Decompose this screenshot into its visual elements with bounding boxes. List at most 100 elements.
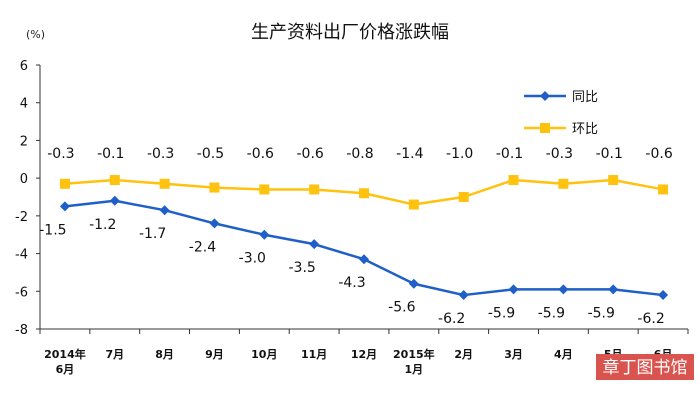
- x-tick-label: 2015年 1月: [393, 347, 435, 376]
- data-point: [109, 175, 120, 186]
- axes: 6 4 2 0 -2 -4 -6 -8 2014年 6月 7月 8月 9月 10月 11月 12月 2015年 1…: [15, 59, 689, 376]
- data-point: [508, 175, 519, 186]
- data-point: [658, 184, 669, 195]
- data-point: [309, 239, 320, 250]
- legend-label: 同比: [572, 90, 598, 105]
- data-label: -0.6: [296, 146, 323, 162]
- y-tick-label: 0: [20, 172, 28, 187]
- data-point: [209, 182, 220, 193]
- data-label: -1.4: [396, 146, 423, 162]
- chart-title: 生产资料出厂价格涨跌幅: [251, 22, 449, 43]
- data-point: [408, 278, 419, 289]
- data-label: -0.3: [147, 146, 174, 162]
- data-point: [658, 290, 669, 301]
- data-label: -6.2: [637, 311, 664, 327]
- data-point: [458, 290, 469, 301]
- x-tick-label-line: 10月: [251, 348, 277, 361]
- x-tick-label: 3月: [504, 348, 523, 361]
- data-label: -0.3: [546, 146, 573, 162]
- y-tick-label: -8: [15, 323, 28, 338]
- data-point: [508, 284, 519, 295]
- data-point: [259, 229, 270, 240]
- data-label: -5.9: [488, 305, 515, 321]
- x-tick-label: 4月: [554, 348, 573, 361]
- x-tick-label-line: 3月: [504, 348, 523, 361]
- series-1: -0.3 -0.1 -0.3 -0.5 -0.6 -0.6 -0.8 -1.4 -1.0 -0.1…: [47, 146, 673, 210]
- data-point: [259, 184, 270, 195]
- data-label: -1.0: [446, 146, 473, 162]
- data-label: -5.9: [538, 305, 565, 321]
- watermark-text: 章丁图书馆: [603, 358, 688, 378]
- data-label: -4.3: [338, 275, 365, 291]
- data-label: -5.9: [588, 305, 615, 321]
- x-tick-label-line: 2月: [454, 348, 473, 361]
- data-point: [59, 178, 70, 189]
- data-point: [608, 284, 619, 295]
- watermark-background: [596, 354, 694, 380]
- x-tick-label-line: 7月: [105, 348, 124, 361]
- data-point: [159, 178, 170, 189]
- data-label: -1.7: [139, 226, 166, 242]
- data-point: [458, 192, 469, 202]
- data-point: [608, 175, 619, 186]
- y-tick-label: -2: [15, 210, 28, 225]
- y-tick-label: -6: [15, 285, 28, 300]
- watermark: 章丁图书馆: [596, 354, 694, 380]
- x-tick-label: 2月: [454, 348, 473, 361]
- data-label: -0.5: [197, 146, 224, 162]
- data-label: -3.5: [288, 260, 315, 276]
- data-point: [359, 188, 369, 199]
- data-label: -0.1: [496, 146, 523, 162]
- legend-marker: [540, 91, 550, 101]
- x-tick-label-line: 12月: [351, 348, 377, 361]
- y-tick-label: -4: [15, 248, 28, 263]
- x-tick-label: 11月: [301, 348, 327, 361]
- x-tick-label-line: 11月: [301, 348, 327, 361]
- data-point: [408, 199, 419, 210]
- y-tick-label: 4: [20, 97, 28, 112]
- data-point: [309, 184, 320, 195]
- x-tick-label-line: 2014年: [44, 347, 86, 361]
- data-label: -0.8: [346, 146, 373, 162]
- x-tick-label: 2014年 6月: [44, 347, 86, 376]
- legend-marker: [540, 123, 550, 133]
- x-tick-label-line: 9月: [205, 348, 224, 361]
- data-label: -5.6: [388, 300, 415, 316]
- data-label: -0.1: [97, 146, 124, 162]
- data-point: [558, 284, 569, 295]
- x-tick-label: 8月: [155, 348, 174, 361]
- x-tick-label-line: 2015年: [393, 347, 435, 361]
- data-label: -0.6: [645, 146, 672, 162]
- x-tick-label: 10月: [251, 348, 277, 361]
- data-label: -0.3: [47, 146, 74, 162]
- x-tick-label-line: 8月: [155, 348, 174, 361]
- data-label: -0.1: [596, 146, 623, 162]
- x-tick-label-line: 6月: [56, 363, 75, 376]
- y-tick-label: 6: [20, 59, 28, 74]
- x-tick-label: 12月: [351, 348, 377, 361]
- series-layer: -1.5 -1.2 -1.7 -2.4 -3.0 -3.5 -4.3 -5.6 -6.2 -5.9…: [39, 146, 673, 327]
- data-label: -1.2: [89, 217, 116, 233]
- data-label: -0.6: [247, 146, 274, 162]
- x-tick-label: 9月: [205, 348, 224, 361]
- data-point: [558, 178, 569, 189]
- x-tick-label-line: 4月: [554, 348, 573, 361]
- data-label: -3.0: [239, 251, 266, 267]
- series-0: -1.5 -1.2 -1.7 -2.4 -3.0 -3.5 -4.3 -5.6 -6.2 -5.9…: [39, 195, 669, 327]
- y-axis-unit: (%): [26, 28, 45, 41]
- data-point: [159, 205, 170, 216]
- legend-label: 环比: [572, 122, 598, 137]
- x-tick-label-line: 1月: [405, 363, 424, 376]
- y-tick-label: 2: [20, 134, 28, 149]
- x-tick-label: 7月: [105, 348, 124, 361]
- data-label: -1.5: [39, 222, 66, 238]
- data-point: [209, 218, 220, 229]
- data-point: [359, 254, 369, 265]
- data-label: -6.2: [438, 311, 465, 327]
- data-label: -2.4: [189, 239, 216, 255]
- data-point: [109, 195, 120, 206]
